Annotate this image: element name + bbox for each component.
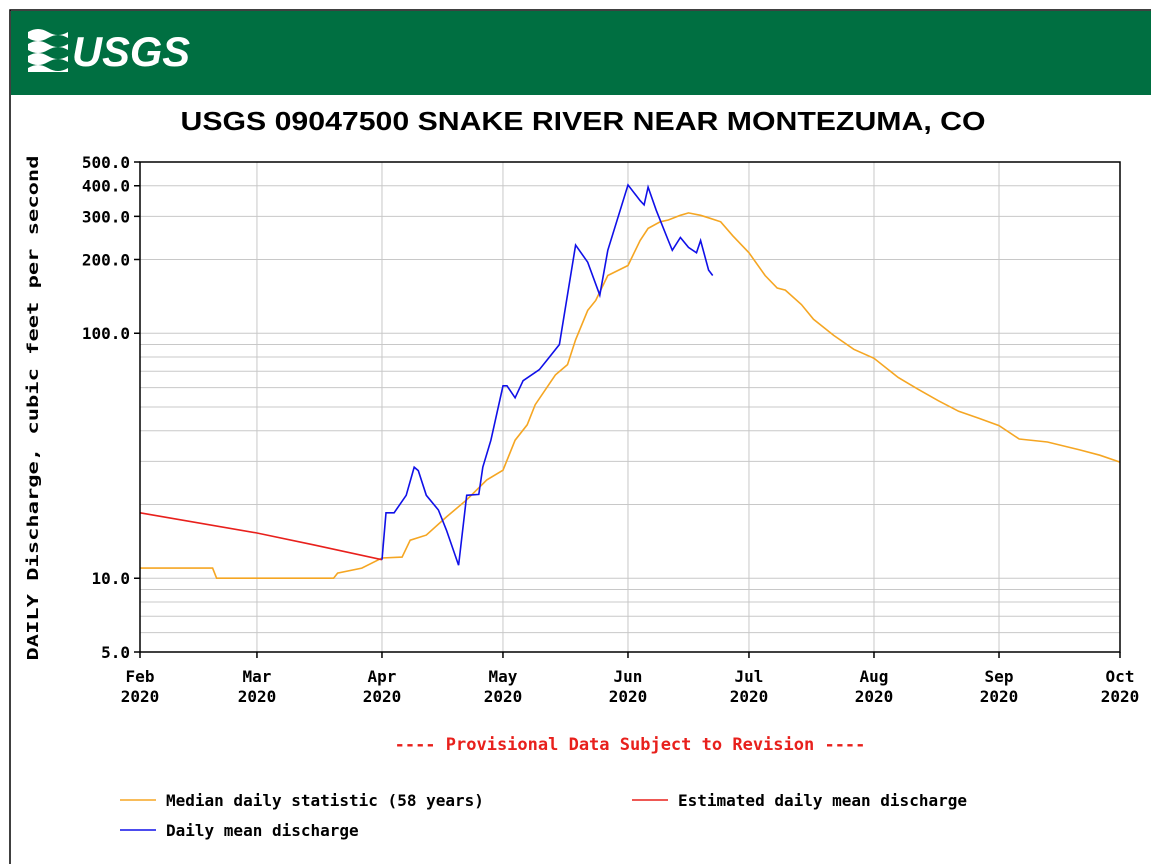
x-tick-label: Feb 2020 — [120, 667, 160, 706]
series-line — [139, 512, 383, 561]
logo-waves — [28, 29, 68, 72]
legend-label: Estimated daily mean discharge — [678, 791, 967, 810]
legend-label: Daily mean discharge — [166, 821, 359, 840]
provisional-note: ---- Provisional Data Subject to Revisio… — [395, 735, 866, 755]
x-tick-label: Sep 2020 — [979, 667, 1019, 706]
legend: Median daily statistic (58 years) Estimat… — [120, 791, 967, 840]
header-banner — [11, 11, 1151, 95]
logo-text: USGS — [72, 28, 190, 75]
series-line — [140, 212, 1121, 580]
legend-label: Median daily statistic (58 years) — [166, 791, 484, 810]
series-line — [381, 183, 714, 566]
x-tick-label: Mar 2020 — [237, 667, 277, 706]
x-tick-label: Aug 2020 — [854, 667, 894, 706]
x-tick-label: Jun 2020 — [608, 667, 648, 706]
x-tick-label: Oct 2020 — [1100, 667, 1140, 706]
y-tick-labels: 5.0 10.0 100.0 200.0 300.0 400.0 500.0 — [82, 153, 1121, 662]
x-tick-label: Apr 2020 — [362, 667, 402, 706]
lines — [139, 183, 1121, 580]
x-tick-label: Jul 2020 — [729, 667, 769, 706]
x-tick-label: May 2020 — [483, 667, 523, 706]
frame — [9, 9, 1151, 864]
y-tick-label: 5.0 — [101, 643, 130, 662]
plot-frame — [139, 161, 1121, 653]
y-tick-label: 200.0 — [82, 250, 130, 269]
y-tick-label: 300.0 — [82, 207, 130, 226]
y-tick-label: 400.0 — [82, 177, 130, 196]
chart-title: USGS 09047500 SNAKE RIVER NEAR MONTEZUMA… — [181, 106, 986, 136]
y-tick-label: 10.0 — [91, 569, 130, 588]
y-axis-label: DAILY Discharge, cubic feet per second — [24, 156, 42, 661]
y-tick-label: 100.0 — [82, 324, 130, 343]
y-tick-label: 500.0 — [82, 153, 130, 172]
